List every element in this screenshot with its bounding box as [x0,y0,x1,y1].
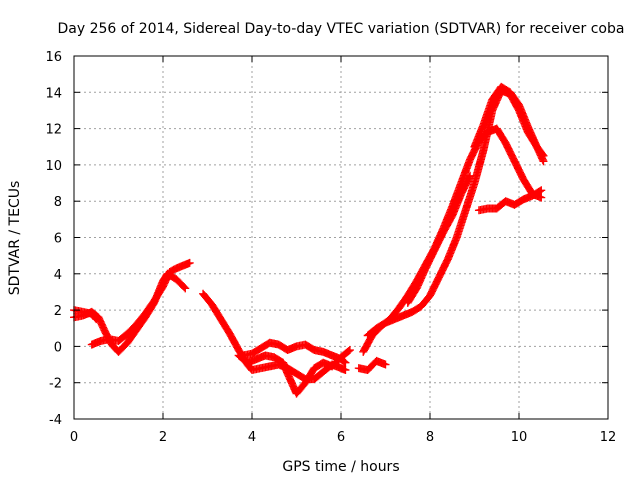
data-point [341,358,350,367]
y-tick-label: 12 [45,123,62,138]
data-point [344,346,353,355]
x-tick-label: 8 [426,430,434,445]
x-tick-label: 12 [600,430,617,445]
grid-lines [74,56,608,419]
y-tick-label: 0 [54,340,62,355]
data-point [345,346,354,355]
y-tick-label: 16 [45,50,62,65]
data-point [539,151,548,160]
data-point [91,314,100,323]
data-point [537,186,546,195]
data-point [340,357,349,366]
data-point [535,187,544,196]
data-point [341,365,350,374]
x-axis-title: GPS time / hours [282,459,399,475]
x-tick-label: 2 [159,430,167,445]
data-point [185,258,194,267]
x-tick-labels: 0 2 4 6 8 10 12 [70,430,616,445]
series-track-10 [354,356,390,374]
data-point [180,283,189,292]
y-tick-label: 2 [54,304,62,319]
series-track-6 [234,346,354,398]
y-tick-label: 8 [54,195,62,210]
data-points [70,82,548,398]
data-point [181,284,190,293]
data-point [538,150,547,159]
series-track-11 [474,186,546,215]
y-tick-label: 14 [45,86,62,101]
chart-title: Day 256 of 2014, Sidereal Day-to-day VTE… [58,21,625,37]
x-tick-label: 4 [248,430,256,445]
axis-ticks [73,55,609,420]
data-point [92,315,101,324]
series-track-4 [199,289,350,384]
series-track-12 [470,82,548,160]
x-tick-label: 0 [70,430,78,445]
series-track-3 [87,258,194,349]
y-tick-label: -4 [49,413,62,428]
y-axis-title: SDTVAR / TECUs [7,181,23,296]
x-tick-label: 6 [337,430,345,445]
x-tick-label: 10 [511,430,528,445]
y-tick-labels: -4 -2 0 2 4 6 8 10 12 14 16 [45,50,62,428]
y-tick-label: 4 [54,268,62,283]
data-point [381,360,390,369]
data-point [537,193,546,202]
y-tick-label: -2 [49,377,62,392]
data-point [466,171,475,180]
y-tick-label: 6 [54,232,62,247]
series-track-9 [403,171,475,307]
y-tick-label: 10 [45,159,62,174]
